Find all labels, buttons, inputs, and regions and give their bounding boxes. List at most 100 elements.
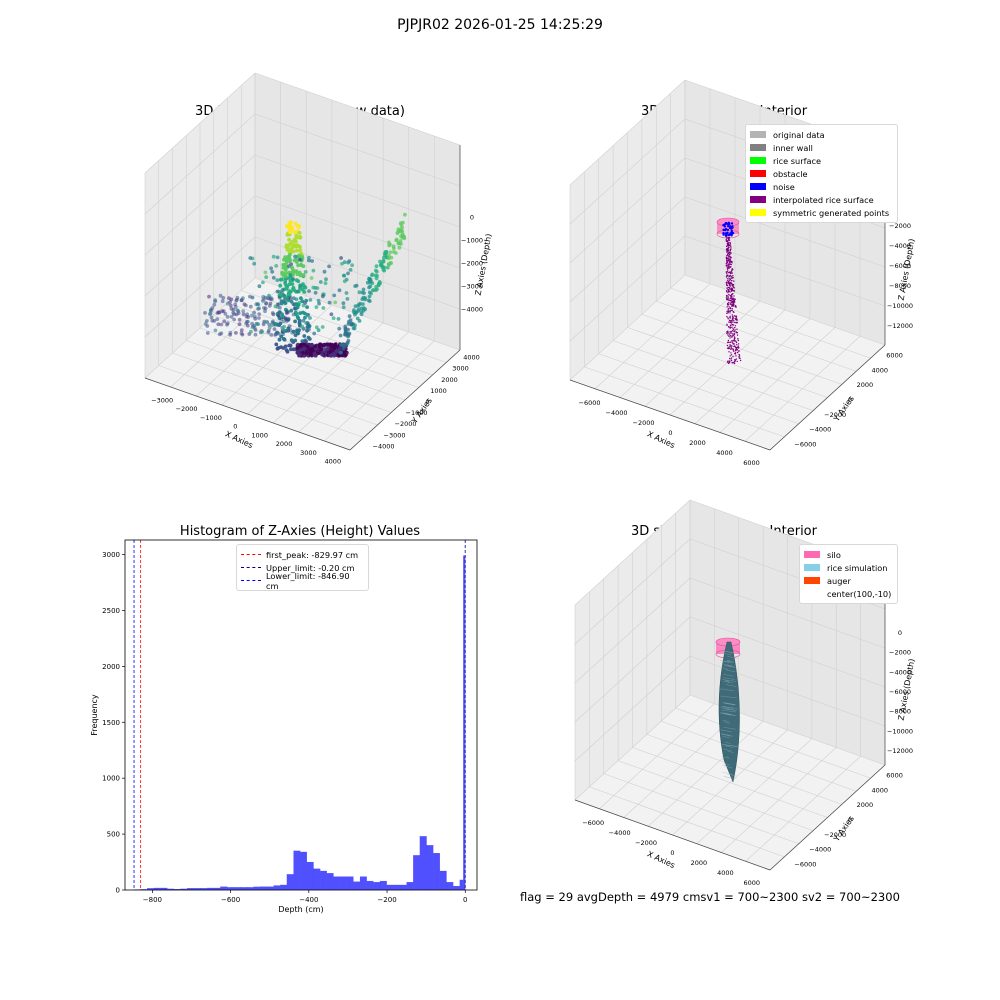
- scatter-point: [273, 304, 278, 309]
- scatter-point: [343, 353, 348, 358]
- scatter-point: [267, 325, 272, 330]
- grid-line: [569, 274, 686, 381]
- scatter-point: [287, 343, 292, 348]
- z-tick-label: −8000: [889, 708, 911, 716]
- grid-line: [144, 72, 256, 174]
- grid-line: [644, 301, 761, 407]
- rice-surface-point: [728, 294, 730, 296]
- scatter-point: [307, 327, 311, 332]
- scatter-point: [239, 298, 244, 303]
- scatter-point: [400, 232, 405, 237]
- rice-surface-point: [729, 326, 731, 328]
- rice-surface-point: [729, 298, 731, 300]
- scatter-point: [378, 259, 382, 264]
- legend-swatch: [750, 196, 766, 203]
- surface-mesh-line: [721, 667, 729, 670]
- noise-point: [729, 226, 732, 230]
- rice-surface-point: [732, 277, 734, 279]
- scatter-point: [325, 347, 330, 352]
- scatter-point: [356, 304, 360, 308]
- rice-surface-point: [732, 327, 734, 329]
- rice-surface-point: [733, 303, 735, 306]
- rice-surface-point: [726, 294, 728, 297]
- histogram-bar: [353, 881, 361, 891]
- z-tick-label: −6000: [889, 688, 911, 696]
- rice-surface-point: [726, 315, 728, 318]
- surface-mesh-line: [723, 674, 734, 677]
- scatter-point: [302, 354, 307, 358]
- rice-surface-point: [734, 318, 736, 320]
- scatter-point: [300, 339, 305, 343]
- scatter-point: [291, 302, 296, 306]
- rice-surface-point: [726, 298, 728, 300]
- y-tick-label: 2000: [857, 381, 874, 389]
- scatter-point: [368, 284, 373, 289]
- rice-surface-point: [736, 334, 739, 336]
- scatter-point: [232, 317, 237, 322]
- panel1-3d-scatter: −3000−2000−100001000200030004000−4000−30…: [144, 72, 493, 466]
- grid-line: [641, 314, 842, 385]
- rice-surface-point: [731, 304, 733, 306]
- scatter-point: [342, 273, 347, 278]
- scatter-point: [276, 331, 281, 336]
- grid-line: [689, 577, 886, 649]
- scatter-point: [318, 280, 323, 284]
- rice-surface-point: [733, 339, 736, 341]
- scatter-point: [241, 309, 246, 313]
- surface-mesh-line: [720, 660, 730, 663]
- scatter-point: [312, 331, 317, 336]
- grid-line: [569, 79, 686, 186]
- histogram-bar: [306, 861, 314, 891]
- grid-line: [254, 154, 461, 228]
- histogram-bar: [379, 880, 387, 891]
- histogram-bar: [300, 851, 307, 891]
- scatter-point: [341, 305, 346, 310]
- rice-surface-point: [738, 350, 740, 352]
- grid-line: [684, 274, 886, 346]
- rice-surface-point: [731, 314, 733, 316]
- scatter-point: [313, 290, 318, 295]
- scatter-point: [225, 322, 229, 327]
- scatter-point: [213, 299, 218, 304]
- noise-point: [727, 225, 730, 228]
- rice-surface-point: [729, 285, 731, 287]
- rice-surface-point: [728, 260, 730, 262]
- surface-mesh-line: [722, 719, 730, 723]
- surface-mesh-line: [722, 764, 729, 767]
- rice-surface-point: [736, 351, 739, 354]
- scatter-point: [333, 300, 338, 305]
- rice-surface-point: [733, 333, 735, 335]
- scatter-point: [311, 285, 316, 290]
- histogram-bar: [453, 885, 460, 891]
- rice-surface-point: [733, 360, 736, 363]
- scatter-point: [294, 235, 299, 240]
- scatter-point: [327, 264, 331, 269]
- grid-line: [144, 113, 256, 215]
- histogram-bar: [333, 876, 341, 891]
- scatter-point: [345, 297, 350, 301]
- scatter-point: [290, 330, 295, 335]
- rice-surface-point: [734, 359, 736, 361]
- surface-mesh-line: [725, 741, 731, 744]
- scatter-point: [295, 349, 300, 354]
- z-tick-label: −4000: [889, 242, 911, 250]
- rice-surface-point: [727, 280, 730, 282]
- scatter-point: [292, 306, 297, 311]
- legend-swatch: [804, 564, 820, 571]
- rice-surface-point: [736, 347, 738, 350]
- scatter-point: [245, 319, 249, 324]
- scatter-point: [235, 308, 240, 312]
- scatter-point: [357, 290, 362, 295]
- scatter-point: [281, 328, 286, 332]
- scatter-point: [276, 346, 281, 350]
- scatter-point: [314, 325, 319, 330]
- footer-status: flag = 29 avgDepth = 4979 cmsv1 = 700~23…: [520, 890, 900, 904]
- scatter-point: [287, 237, 291, 242]
- scatter-point: [370, 272, 375, 277]
- scatter-point: [304, 321, 309, 325]
- rice-surface-point: [731, 272, 733, 274]
- scatter-point: [280, 312, 284, 317]
- scatter-point: [332, 343, 337, 347]
- rice-surface-point: [729, 294, 732, 297]
- scatter-point: [293, 221, 298, 226]
